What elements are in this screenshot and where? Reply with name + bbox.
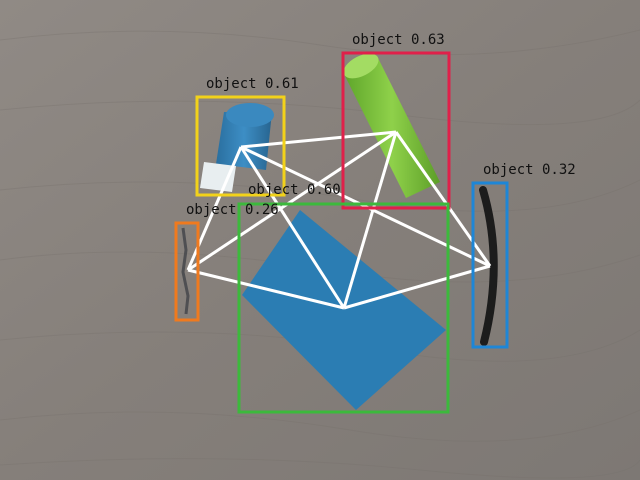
graph-edge bbox=[240, 130, 397, 149]
detection-label: object 0.60 bbox=[248, 182, 341, 198]
graph-edge bbox=[187, 268, 345, 310]
black-cable bbox=[479, 186, 498, 346]
detection-label: object 0.63 bbox=[352, 32, 445, 48]
wire-piece bbox=[181, 227, 190, 315]
detection-label: object 0.32 bbox=[483, 162, 576, 178]
graph-edge bbox=[239, 146, 346, 309]
detection-label: object 0.61 bbox=[206, 76, 299, 92]
bbox-blue-square-tile bbox=[237, 202, 450, 414]
graph-edge bbox=[343, 264, 491, 310]
detection-label: object 0.26 bbox=[186, 202, 279, 218]
blue-square-tile bbox=[242, 210, 446, 410]
bbox-blue-bottle bbox=[195, 95, 286, 197]
graph-edge bbox=[187, 130, 397, 272]
bbox-wire-piece bbox=[174, 221, 200, 322]
bbox-black-cable bbox=[471, 181, 509, 349]
graph-edge bbox=[342, 131, 398, 309]
bbox-green-tube bbox=[341, 51, 451, 210]
